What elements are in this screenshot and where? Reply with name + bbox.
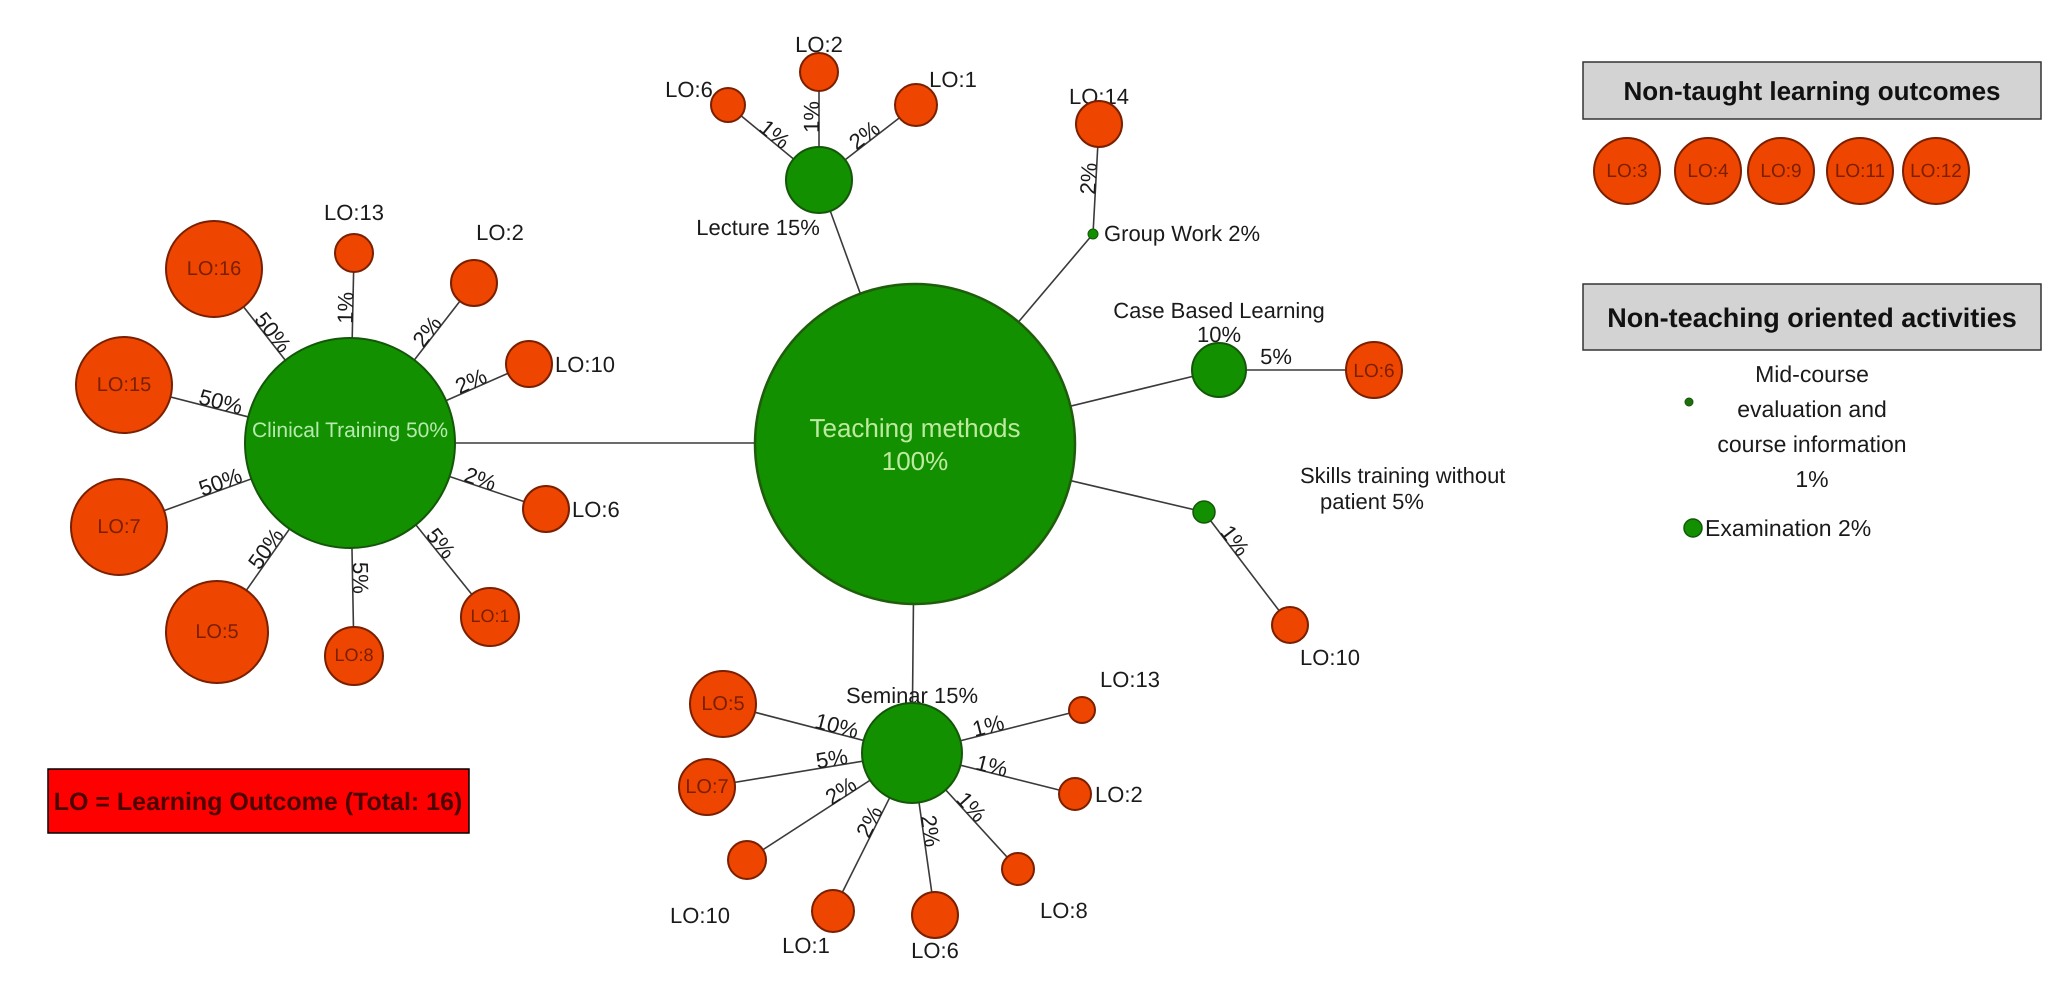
svg-text:LO:6: LO:6 [1353,361,1394,382]
svg-text:100%: 100% [882,446,949,476]
svg-text:LO:15: LO:15 [97,374,151,396]
svg-text:LO:2: LO:2 [476,220,524,245]
svg-text:LO:11: LO:11 [1835,161,1885,182]
svg-text:5%: 5% [348,562,374,594]
svg-text:Clinical Training 50%: Clinical Training 50% [252,419,448,442]
svg-text:LO:2: LO:2 [1095,782,1143,807]
svg-text:LO:6: LO:6 [572,497,620,522]
svg-text:LO:1: LO:1 [782,933,830,958]
svg-text:course information: course information [1717,431,1906,457]
svg-text:LO:10: LO:10 [1300,645,1360,670]
svg-text:1%: 1% [799,101,824,133]
svg-text:1%: 1% [1795,466,1828,492]
svg-text:LO:13: LO:13 [1100,667,1160,692]
svg-text:LO:10: LO:10 [555,352,615,377]
svg-text:Non-teaching oriented activiti: Non-teaching oriented activities [1607,303,2017,333]
svg-text:evaluation and: evaluation and [1737,396,1887,422]
svg-text:LO:13: LO:13 [324,200,384,225]
svg-text:LO:4: LO:4 [1687,161,1729,182]
svg-text:5%: 5% [814,744,849,774]
svg-text:LO:10: LO:10 [670,903,730,928]
svg-text:LO = Learning Outcome (Total:: LO = Learning Outcome (Total: 16) [54,788,463,816]
svg-text:LO:8: LO:8 [334,645,373,665]
svg-text:LO:7: LO:7 [685,776,728,798]
svg-text:patient 5%: patient 5% [1320,489,1424,514]
svg-text:5%: 5% [1260,344,1292,369]
svg-text:LO:5: LO:5 [195,621,238,643]
svg-text:LO:1: LO:1 [470,606,509,626]
svg-text:Mid-course: Mid-course [1755,361,1869,387]
svg-text:LO:9: LO:9 [1760,161,1801,182]
svg-text:Non-taught learning outcomes: Non-taught learning outcomes [1624,76,2001,106]
svg-text:LO:6: LO:6 [665,77,713,102]
svg-text:LO:3: LO:3 [1606,161,1647,182]
svg-text:LO:6: LO:6 [911,938,959,963]
svg-text:2%: 2% [1075,162,1102,195]
svg-text:Teaching methods: Teaching methods [809,413,1020,443]
svg-text:LO:5: LO:5 [701,693,744,715]
svg-text:LO:12: LO:12 [1910,161,1962,182]
svg-text:2%: 2% [916,813,945,848]
svg-text:Case Based Learning: Case Based Learning [1113,298,1325,323]
svg-text:LO:16: LO:16 [187,258,241,280]
svg-text:Group Work 2%: Group Work 2% [1104,221,1260,246]
svg-text:LO:8: LO:8 [1040,898,1088,923]
svg-text:Skills training without: Skills training without [1300,463,1505,488]
svg-text:Examination 2%: Examination 2% [1705,515,1871,541]
svg-text:Lecture 15%: Lecture 15% [696,215,820,240]
svg-text:LO:7: LO:7 [97,516,140,538]
svg-text:LO:1: LO:1 [929,67,977,92]
svg-text:1%: 1% [333,292,359,324]
